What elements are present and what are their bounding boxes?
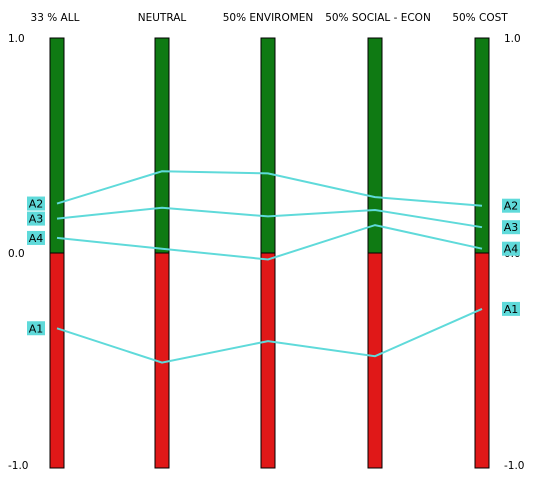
series-label-bg <box>27 230 45 245</box>
axis-bar-negative <box>367 252 383 469</box>
series-label: A3 <box>29 213 44 226</box>
axis-title: NEUTRAL <box>138 12 187 24</box>
tick-label: -1.0 <box>504 460 525 472</box>
axis-bar-negative <box>474 252 490 469</box>
axis-title: 50% COST <box>452 12 508 24</box>
axis-bar-positive <box>260 37 276 254</box>
axis-bar-positive <box>474 37 490 254</box>
series-label: A1 <box>29 322 44 335</box>
axis-bar-positive <box>49 37 65 254</box>
series-label: A4 <box>504 243 519 256</box>
series-label-bg <box>27 196 45 211</box>
series-label: A3 <box>504 221 519 234</box>
series-label-bg <box>502 220 520 235</box>
series-label: A1 <box>504 303 519 316</box>
axis-bar-positive <box>154 37 170 254</box>
series-label: A2 <box>504 200 519 213</box>
tick-label: 1.0 <box>504 33 521 45</box>
axis-bar-negative <box>260 252 276 469</box>
axis-title: 50% SOCIAL - ECON <box>325 12 431 24</box>
series-line <box>56 307 483 364</box>
axis-title: 33 % ALL <box>31 12 80 24</box>
tick-label: 0.0 <box>8 248 25 260</box>
series-label-bg <box>502 301 520 316</box>
series-line <box>56 224 483 261</box>
axis-bar-positive <box>367 37 383 254</box>
series-label-bg <box>27 321 45 336</box>
series-label-bg <box>502 198 520 213</box>
series-line <box>56 206 483 229</box>
series-label: A2 <box>29 198 44 211</box>
axis-title: 50% ENVIROMEN <box>223 12 314 24</box>
series-label-bg <box>502 241 520 256</box>
axis-bar-negative <box>49 252 65 469</box>
series-label: A4 <box>29 232 44 245</box>
series-line <box>56 170 483 207</box>
tick-label: -1.0 <box>8 460 29 472</box>
series-label-bg <box>27 211 45 226</box>
tick-label: 1.0 <box>8 33 25 45</box>
